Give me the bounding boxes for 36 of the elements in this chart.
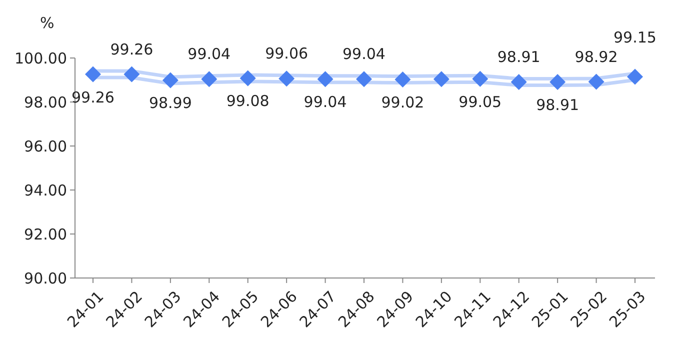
point [124,66,140,82]
point [588,74,604,90]
point [550,74,566,90]
point [472,70,488,87]
data-label: 99.26 [110,40,154,58]
data-label: 99.04 [188,45,231,64]
y-axis-title: % [40,14,54,32]
data-label: 98.91 [536,96,580,114]
point [627,68,643,85]
data-label: 99.06 [265,44,308,63]
data-label: 98.91 [497,48,540,66]
y-tick-label: 90.00 [24,269,67,288]
y-tick-label: 94.00 [24,181,67,200]
data-label: 99.08 [226,92,270,110]
point [510,74,527,90]
y-tick-label: 92.00 [24,225,67,244]
point [85,66,101,82]
data-label: 99.15 [614,28,656,47]
y-tick-label: 96.00 [24,137,67,156]
point [433,71,450,88]
point [356,71,372,88]
point [201,71,218,88]
point [162,72,178,88]
y-tick-label: 100.00 [14,49,67,68]
data-label: 99.05 [458,92,502,111]
data-label: 98.92 [574,48,618,66]
y-tick-label: 98.00 [24,93,67,112]
point [317,71,334,88]
data-label: 98.99 [148,94,192,112]
data-label: 99.04 [304,93,347,112]
point [278,70,295,87]
data-label: 99.02 [381,94,424,112]
point [240,70,256,86]
data-label: 99.04 [342,45,386,64]
point [394,72,411,88]
data-label: 99.26 [72,88,114,106]
